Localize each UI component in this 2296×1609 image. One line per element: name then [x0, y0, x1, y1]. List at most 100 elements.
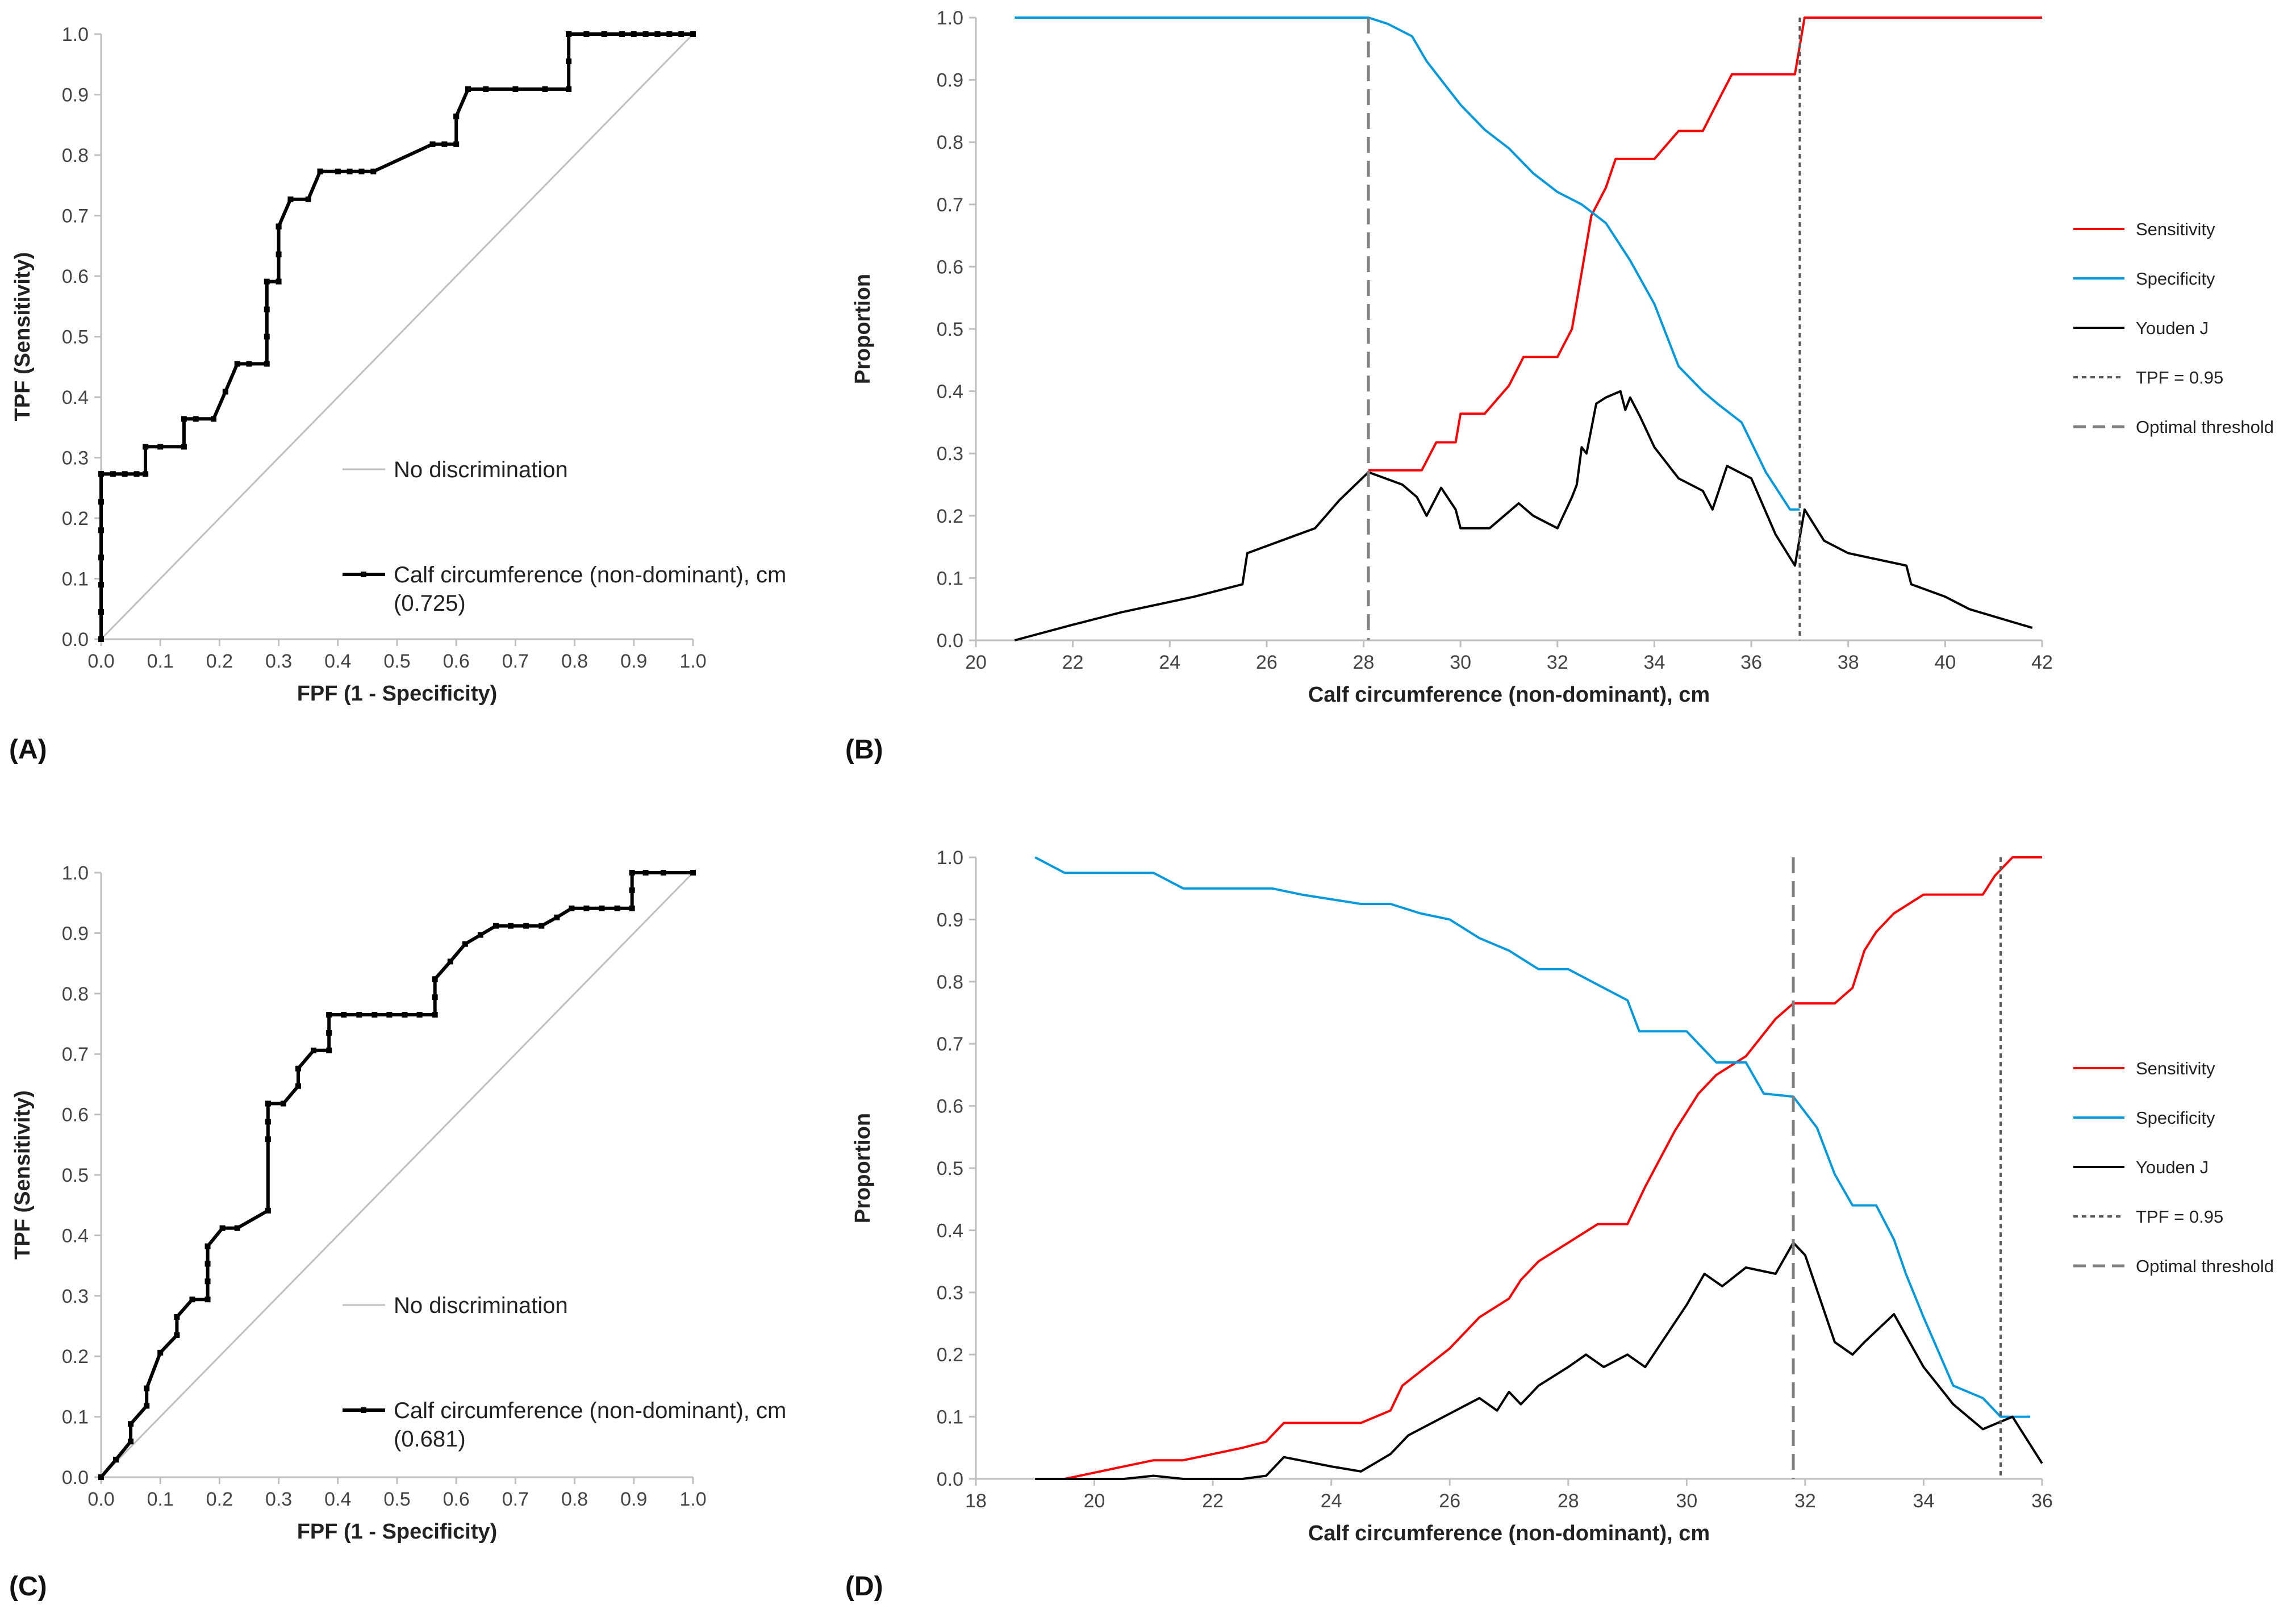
- roc-point-marker: [193, 416, 199, 422]
- legend-youden-j-label: Youden J: [2136, 1157, 2209, 1177]
- roc-point-marker: [453, 113, 460, 119]
- roc-point-marker: [583, 905, 590, 911]
- x-tick-label: 0.4: [324, 651, 351, 672]
- y-tick-label: 0.6: [62, 1104, 89, 1126]
- x-tick-label: 0.0: [87, 651, 114, 672]
- y-tick-label: 0.2: [62, 1346, 89, 1368]
- roc-point-marker: [678, 31, 684, 37]
- roc-point-marker: [133, 471, 140, 477]
- roc-point-marker: [441, 141, 448, 147]
- y-tick-label: 1.0: [62, 24, 89, 45]
- roc-point-marker: [295, 1065, 301, 1072]
- legend-diagonal-label: No discrimination: [394, 457, 568, 482]
- roc-point-marker: [204, 1261, 211, 1267]
- y-tick-label: 0.3: [937, 443, 963, 465]
- x-tick-label: 22: [1062, 652, 1084, 673]
- roc-point-marker: [432, 1012, 438, 1018]
- y-tick-label: 0.9: [937, 909, 963, 931]
- roc-point-marker: [654, 31, 661, 37]
- roc-point-marker: [128, 1439, 134, 1445]
- threshold-plot-b: 20 22 24 26 28 30 32 34 36 38 40 42 0.0 0.1 0.2 0.3 0.4 0…: [851, 7, 2274, 707]
- legend-optimal-threshold-label: Optimal threshold: [2136, 1256, 2274, 1276]
- x-tick-label: 1.0: [679, 651, 706, 672]
- roc-point-marker: [483, 86, 489, 92]
- specificity-line: [1034, 856, 2031, 1418]
- legend-roc-marker: [361, 1407, 366, 1413]
- y-tick-label: 0.7: [62, 1044, 89, 1065]
- y-tick-label: 0.4: [937, 1220, 963, 1241]
- roc-point-marker: [204, 1297, 211, 1303]
- x-tick-label: 0.9: [620, 651, 647, 672]
- x-tick-label: 42: [2031, 652, 2053, 673]
- roc-point-marker: [566, 86, 572, 92]
- roc-point-marker: [631, 31, 637, 37]
- legend-diagonal-label: No discrimination: [394, 1293, 568, 1318]
- x-tick-label: 34: [1913, 1490, 1935, 1512]
- x-tick-label: 0.7: [502, 1489, 529, 1510]
- x-tick-label: 0.5: [383, 651, 410, 672]
- roc-point-marker: [523, 923, 529, 929]
- roc-point-marker: [222, 389, 228, 395]
- roc-point-marker: [181, 444, 187, 450]
- y-tick-label: 0.7: [62, 206, 89, 227]
- x-tick-label: 22: [1202, 1490, 1224, 1512]
- y-tick-label: 0.5: [937, 1158, 963, 1179]
- roc-point-marker: [601, 31, 607, 37]
- roc-point-marker: [462, 941, 468, 947]
- panel-label-d: (D): [845, 1572, 883, 1602]
- no-discrimination-line: [100, 33, 694, 640]
- y-axis-title: TPF (Sensitivity): [11, 252, 35, 422]
- x-tick-label: 0.5: [383, 1489, 410, 1510]
- roc-point-marker: [275, 223, 282, 230]
- y-axis-title: TPF (Sensitivity): [11, 1090, 35, 1260]
- x-tick-label: 1.0: [679, 1489, 706, 1510]
- roc-point-marker: [566, 58, 572, 64]
- y-tick-label: 0.1: [62, 1407, 89, 1428]
- panel-d: 18 20 22 24 26 28 30 32 34 36 0.0 0.1 0.2 0.3 0.4 0.5 0.…: [845, 847, 2274, 1602]
- legend-roc-label: Calf circumference (non-dominant), cm: [394, 562, 786, 587]
- y-tick-label: 0.2: [937, 506, 963, 527]
- legend-auc-label: (0.725): [394, 591, 466, 616]
- y-axis-title: Proportion: [851, 274, 875, 384]
- roc-point-marker: [429, 141, 436, 147]
- x-axis-title: FPF (1 - Specificity): [297, 1520, 498, 1544]
- roc-point-marker: [566, 31, 572, 37]
- x-tick-label: 24: [1159, 652, 1180, 673]
- y-tick-label: 0.1: [937, 1407, 963, 1428]
- roc-point-marker: [174, 1314, 180, 1320]
- roc-point-marker: [341, 1012, 347, 1018]
- legend-tpf-095-label: TPF = 0.95: [2136, 368, 2223, 387]
- y-tick-label: 0.8: [62, 145, 89, 166]
- roc-point-marker: [477, 932, 483, 938]
- roc-point-marker: [493, 923, 499, 929]
- y-tick-label: 0.8: [937, 132, 963, 153]
- x-tick-label: 26: [1256, 652, 1278, 673]
- roc-point-marker: [265, 1207, 271, 1214]
- threshold-plot-d: 18 20 22 24 26 28 30 32 34 36 0.0 0.1 0.2 0.3 0.4 0.5 0.…: [851, 847, 2274, 1545]
- y-tick-label: 0.7: [937, 194, 963, 216]
- y-tick-label: 0.9: [62, 923, 89, 944]
- roc-point-marker: [157, 1349, 164, 1356]
- roc-point-marker: [98, 499, 104, 505]
- roc-point-marker: [264, 361, 270, 367]
- x-tick-label: 40: [1934, 652, 1956, 673]
- x-tick-label: 0.3: [265, 1489, 292, 1510]
- x-tick-label: 36: [2031, 1490, 2053, 1512]
- legend-tpf-095-label: TPF = 0.95: [2136, 1207, 2223, 1227]
- x-tick-label: 0.8: [561, 651, 588, 672]
- x-tick-label: 20: [965, 652, 987, 673]
- roc-point-marker: [98, 582, 104, 588]
- roc-point-marker: [98, 1474, 104, 1480]
- x-tick-label: 0.9: [620, 1489, 647, 1510]
- x-tick-label: 32: [1794, 1490, 1816, 1512]
- y-tick-label: 0.5: [62, 1165, 89, 1186]
- y-tick-label: 0.0: [62, 629, 89, 651]
- x-tick-label: 0.6: [443, 651, 470, 672]
- y-tick-label: 0.7: [937, 1033, 963, 1055]
- legend-sensitivity-label: Sensitivity: [2136, 1058, 2215, 1078]
- roc-point-marker: [629, 870, 635, 876]
- roc-point-marker: [432, 976, 438, 982]
- legend-sensitivity-label: Sensitivity: [2136, 219, 2215, 239]
- x-tick-label: 0.0: [87, 1489, 114, 1510]
- roc-point-marker: [619, 31, 625, 37]
